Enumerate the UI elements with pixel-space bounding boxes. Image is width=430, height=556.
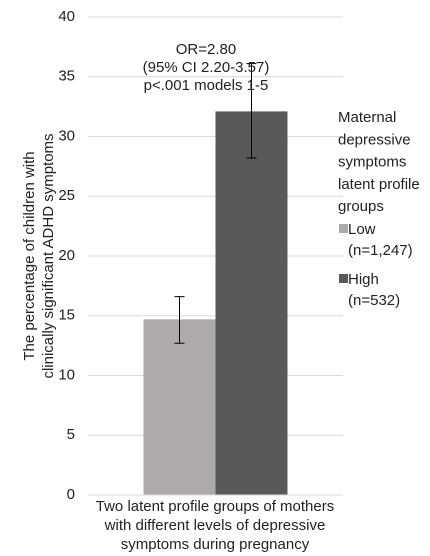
y-tick-label: 5 [67, 426, 75, 443]
y-tick-label: 25 [58, 187, 75, 204]
y-tick-label: 0 [67, 486, 75, 503]
bar [215, 111, 288, 495]
legend-title: Maternal [338, 109, 396, 126]
annotation: p<.001 models 1-5 [144, 77, 269, 94]
legend-swatch [339, 224, 348, 233]
legend-label: Low (n=1,247) [348, 221, 413, 259]
legend-title: symptoms [338, 154, 406, 171]
y-tick-label: 20 [58, 247, 75, 264]
legend-title: groups [338, 198, 384, 215]
legend-title: latent profile [338, 176, 420, 193]
y-axis-title: The percentage of children with [21, 151, 38, 360]
legend-swatch [339, 274, 348, 283]
y-axis-title: clinically significant ADHD symptoms [40, 133, 57, 378]
bar [143, 319, 216, 495]
annotation: (95% CI 2.20-3.57) [143, 59, 270, 76]
annotation: OR=2.80 [176, 41, 236, 58]
x-category-label: Two latent profile groups of mothers wit… [95, 498, 335, 553]
y-tick-label: 15 [58, 307, 75, 324]
y-tick-label: 35 [58, 68, 75, 85]
y-tick-label: 30 [58, 127, 75, 144]
legend-label: High (n=532) [348, 271, 401, 309]
y-tick-label: 10 [58, 366, 75, 383]
legend-title: depressive [338, 131, 411, 148]
y-tick-label: 40 [58, 8, 75, 25]
